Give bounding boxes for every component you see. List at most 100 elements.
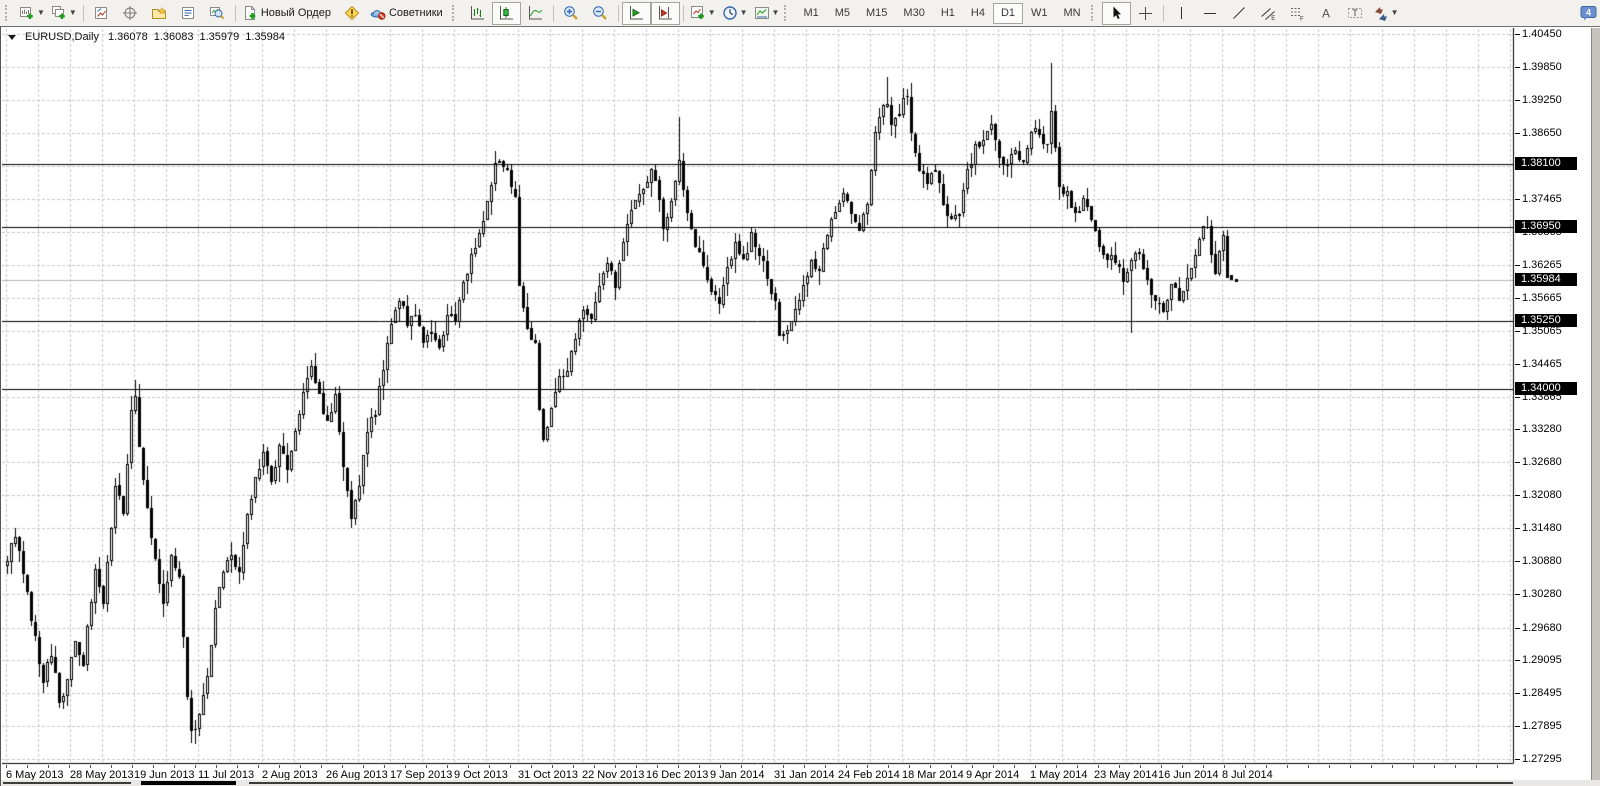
mql-community-button[interactable]: 4 (1574, 2, 1600, 25)
navigator-button[interactable] (145, 2, 174, 25)
price-axis-label: 1.29680 (1515, 622, 1562, 634)
line-chart-button[interactable] (521, 2, 550, 25)
text-button[interactable]: A (1312, 2, 1341, 25)
new-order-button[interactable]: Новый Ордер (239, 2, 338, 25)
date-axis[interactable]: 6 May 2013 28 May 2013 19 Jun 2013 11 Jul 2… (2, 765, 1514, 781)
price-axis-label: 1.32680 (1515, 456, 1562, 468)
equidistant-channel-button[interactable]: E (1254, 2, 1283, 25)
timeframe-m30[interactable]: M30 (903, 7, 925, 19)
vertical-line-button[interactable] (1167, 2, 1196, 25)
price-axis-highlighted-label: 1.38100 (1515, 157, 1577, 170)
date-axis-label: 9 Apr 2014 (966, 769, 1020, 781)
price-axis-highlighted-label: 1.36950 (1515, 220, 1577, 233)
timeframe-d1[interactable]: D1 (992, 2, 1024, 24)
zoom-out-icon (592, 5, 608, 21)
date-axis-label: 23 May 2014 (1094, 769, 1158, 781)
date-axis-label: 22 Nov 2013 (582, 769, 645, 781)
indicators-icon (690, 5, 706, 21)
toolbar-grip[interactable] (451, 5, 458, 21)
date-axis-label: 18 Mar 2014 (902, 769, 964, 781)
new-chart-button[interactable]: ▼ (16, 2, 48, 25)
chevron-down-icon: ▼ (739, 8, 748, 17)
timeframe-m1[interactable]: M1 (803, 7, 819, 19)
price-axis-label: 1.28495 (1515, 687, 1562, 699)
toolbar-grip[interactable] (784, 5, 790, 21)
chart-ohlc-values: 1.36078 1.36083 1.35979 1.35984 (108, 31, 285, 43)
trendline-icon (1231, 5, 1247, 21)
periods-button[interactable]: ▼ (719, 2, 751, 25)
chevron-down-icon: ▼ (707, 8, 716, 17)
price-axis-label: 1.27295 (1515, 753, 1562, 765)
expert-advisors-label: Советники (388, 7, 443, 19)
price-axis-highlighted-label: 1.35250 (1515, 314, 1577, 327)
svg-text:4: 4 (1585, 8, 1590, 18)
ohlc-close: 1.35984 (245, 31, 286, 43)
indicators-button[interactable]: ▼ (687, 2, 719, 25)
new-order-label: Новый Ордер (260, 7, 331, 19)
crosshair-icon (1137, 5, 1153, 21)
data-window-button[interactable] (116, 2, 145, 25)
mql-community-icon: 4 (1580, 5, 1598, 21)
timeframe-mn[interactable]: MN (1063, 7, 1081, 19)
profiles-icon (51, 5, 67, 21)
strategy-tester-button[interactable] (203, 2, 232, 25)
bar-chart-button[interactable] (463, 2, 492, 25)
chart-collapse-icon[interactable] (8, 34, 16, 40)
chevron-down-icon: ▼ (68, 8, 77, 17)
timeframe-h1[interactable]: H1 (940, 7, 955, 19)
text-label-button[interactable]: T (1341, 2, 1370, 25)
bar-chart-icon (469, 5, 485, 21)
price-axis-label: 1.32080 (1515, 489, 1562, 501)
fibonacci-button[interactable]: F (1283, 2, 1312, 25)
horizontal-scrollbar[interactable] (1, 780, 1600, 786)
zoom-in-icon (563, 5, 579, 21)
expert-advisors-icon (370, 5, 386, 21)
templates-button[interactable]: ▼ (751, 2, 783, 25)
navigator-icon (151, 5, 167, 21)
chart-window: EURUSD,Daily 1.36078 1.36083 1.35979 1.3… (0, 26, 1600, 786)
arrows-button[interactable]: ▼ (1370, 2, 1402, 25)
price-axis-label: 1.29095 (1515, 654, 1562, 666)
chart-shift-button[interactable] (650, 1, 680, 25)
chevron-down-icon: ▼ (37, 8, 45, 17)
timeframe-m5[interactable]: M5 (834, 7, 851, 19)
metaeditor-button[interactable] (338, 2, 367, 25)
profiles-button[interactable]: ▼ (48, 2, 80, 25)
horizontal-line-button[interactable] (1196, 2, 1225, 25)
date-axis-label: 19 Jun 2013 (134, 769, 195, 781)
scrollbar-thumb[interactable] (141, 781, 236, 785)
price-axis-label: 1.36265 (1515, 259, 1562, 271)
horizontal-line-icon (1202, 5, 1218, 21)
expert-advisors-button[interactable]: Советники (367, 2, 450, 25)
price-chart[interactable] (2, 28, 1515, 765)
zoom-in-button[interactable] (557, 2, 586, 25)
price-axis[interactable]: 1.404501.398501.392501.386501.374651.368… (1515, 28, 1591, 780)
new-order-icon (242, 5, 258, 21)
zoom-out-button[interactable] (586, 2, 615, 25)
scrollbar-track-right (249, 782, 1513, 784)
ohlc-high: 1.36083 (153, 31, 194, 43)
date-axis-label: 8 Jul 2014 (1222, 769, 1273, 781)
cursor-button[interactable] (1101, 1, 1131, 25)
auto-scroll-button[interactable] (621, 1, 651, 25)
toolbar-grip[interactable] (5, 5, 11, 21)
trendline-button[interactable] (1225, 2, 1254, 25)
toolbar-separator (1162, 4, 1164, 22)
timeframe-h4[interactable]: H4 (970, 7, 985, 19)
price-axis-label: 1.35665 (1515, 292, 1562, 304)
price-axis-highlighted-label: 1.35984 (1515, 273, 1577, 286)
chart-shift-icon (657, 5, 673, 21)
timeframe-m15[interactable]: M15 (866, 7, 888, 19)
terminal-button[interactable] (174, 2, 203, 25)
text-label-icon: T (1347, 5, 1363, 21)
price-axis-label: 1.30280 (1515, 588, 1562, 600)
market-watch-button[interactable] (87, 2, 116, 25)
toolbar-separator (552, 4, 554, 22)
price-axis-label: 1.39250 (1515, 94, 1562, 106)
toolbar-grip[interactable] (1090, 5, 1097, 21)
line-chart-icon (527, 5, 543, 21)
crosshair-button[interactable] (1131, 2, 1160, 25)
timeframe-w1[interactable]: W1 (1031, 7, 1048, 19)
candlestick-chart-button[interactable] (491, 1, 521, 25)
